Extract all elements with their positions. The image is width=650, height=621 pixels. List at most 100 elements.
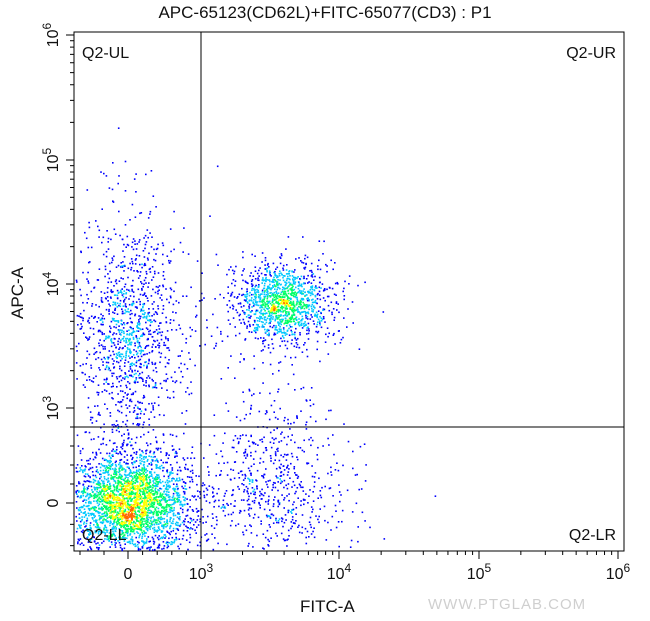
event-dot bbox=[131, 489, 134, 492]
event-dot bbox=[130, 266, 133, 269]
event-dot bbox=[131, 504, 134, 506]
event-dot bbox=[82, 447, 84, 450]
event-dot bbox=[290, 307, 293, 309]
event-dot bbox=[191, 469, 194, 472]
event-dot bbox=[255, 329, 257, 331]
event-dot bbox=[131, 288, 133, 291]
event-dot bbox=[132, 447, 134, 450]
event-dot bbox=[202, 482, 204, 484]
event-dot bbox=[306, 294, 308, 296]
event-dot bbox=[301, 305, 303, 308]
event-dot bbox=[166, 298, 168, 301]
event-dot bbox=[118, 519, 120, 521]
event-dot bbox=[315, 287, 317, 289]
event-dot bbox=[105, 506, 107, 509]
event-dot bbox=[140, 473, 142, 475]
event-dot bbox=[111, 517, 113, 519]
event-dot bbox=[135, 365, 138, 367]
event-dot bbox=[95, 304, 97, 306]
event-dot bbox=[300, 301, 302, 303]
event-dot bbox=[276, 309, 279, 312]
event-dot bbox=[139, 293, 142, 296]
event-dot bbox=[111, 497, 114, 500]
event-dot bbox=[271, 343, 274, 345]
event-dot bbox=[172, 520, 174, 522]
event-dot bbox=[119, 473, 121, 476]
event-dot bbox=[112, 499, 115, 501]
event-dot bbox=[303, 288, 305, 290]
event-dot bbox=[126, 488, 129, 490]
event-dot bbox=[267, 301, 270, 303]
event-dot bbox=[188, 541, 191, 544]
event-dot bbox=[112, 397, 114, 400]
event-dot bbox=[126, 537, 128, 540]
event-dot bbox=[133, 178, 136, 180]
event-dot bbox=[182, 295, 184, 297]
event-dot bbox=[145, 173, 147, 176]
event-dot bbox=[301, 315, 304, 318]
event-dot bbox=[78, 470, 81, 472]
event-dot bbox=[246, 309, 248, 311]
event-dot bbox=[254, 291, 256, 293]
event-dot bbox=[119, 355, 121, 357]
event-dot bbox=[131, 304, 133, 307]
event-dot bbox=[292, 285, 294, 288]
event-dot bbox=[104, 265, 107, 268]
event-dot bbox=[175, 380, 178, 382]
event-dot bbox=[91, 303, 94, 305]
event-dot bbox=[229, 295, 232, 297]
event-dot bbox=[149, 498, 151, 501]
event-dot bbox=[103, 531, 105, 534]
event-dot bbox=[152, 331, 155, 334]
event-dot bbox=[326, 288, 328, 291]
event-dot bbox=[132, 509, 134, 511]
event-dot bbox=[153, 482, 155, 484]
event-dot bbox=[139, 526, 142, 529]
event-dot bbox=[101, 513, 103, 515]
event-dot bbox=[125, 354, 127, 357]
event-dot bbox=[115, 326, 117, 329]
event-dot bbox=[162, 285, 165, 288]
event-dot bbox=[150, 546, 152, 548]
event-dot bbox=[136, 417, 139, 420]
event-dot bbox=[114, 507, 117, 510]
event-dot bbox=[88, 261, 90, 264]
event-dot bbox=[111, 463, 114, 465]
event-dot bbox=[114, 473, 117, 475]
event-dot bbox=[82, 319, 84, 322]
event-dot bbox=[271, 304, 273, 306]
event-dot bbox=[276, 297, 279, 300]
event-dot bbox=[119, 452, 122, 455]
event-dot bbox=[153, 319, 155, 322]
event-dot bbox=[157, 519, 159, 522]
event-dot bbox=[310, 287, 312, 289]
event-dot bbox=[93, 347, 96, 350]
event-dot bbox=[174, 371, 176, 373]
event-dot bbox=[332, 268, 334, 271]
event-dot bbox=[138, 239, 141, 241]
event-dot bbox=[142, 310, 144, 312]
event-dot bbox=[143, 498, 146, 501]
event-dot bbox=[213, 495, 215, 497]
event-dot bbox=[184, 499, 186, 502]
event-dot bbox=[319, 315, 321, 318]
event-dot bbox=[142, 540, 144, 542]
event-dot bbox=[226, 335, 229, 338]
event-dot bbox=[146, 486, 149, 489]
event-dot bbox=[84, 465, 86, 467]
event-dot bbox=[153, 543, 155, 545]
event-dot bbox=[115, 527, 117, 529]
event-dot bbox=[118, 475, 120, 478]
event-dot bbox=[121, 353, 124, 356]
event-dot bbox=[82, 317, 84, 320]
event-dot bbox=[273, 306, 275, 308]
event-dot bbox=[267, 328, 269, 331]
event-dot bbox=[87, 298, 90, 300]
event-dot bbox=[100, 517, 103, 519]
event-dot bbox=[84, 475, 87, 478]
event-dot bbox=[102, 540, 105, 543]
event-dot bbox=[123, 494, 126, 496]
event-dot bbox=[138, 523, 141, 526]
event-dot bbox=[148, 455, 150, 457]
event-dot bbox=[115, 521, 118, 523]
